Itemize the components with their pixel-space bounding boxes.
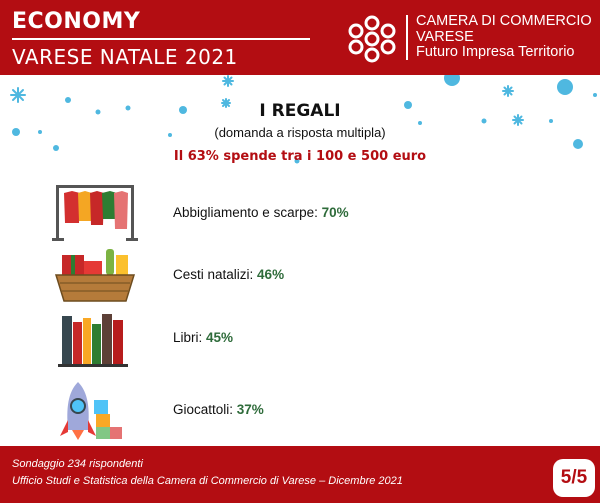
footer-banner: Sondaggio 234 rispondenti Ufficio Studi …: [0, 446, 600, 503]
item-label-toys: Giocattoli: 37%: [173, 402, 264, 417]
header-subtitle: VARESE NATALE 2021: [12, 45, 238, 69]
footer-source: Ufficio Studi e Statistica della Camera …: [12, 475, 403, 487]
org-name: CAMERA DI COMMERCIO VARESE Futuro Impres…: [416, 13, 592, 61]
item-value-books: 45%: [206, 330, 234, 345]
item-label-gift-basket: Cesti natalizi: 46%: [173, 267, 285, 282]
org-line-1: CAMERA DI COMMERCIO: [416, 13, 592, 29]
item-value-toys: 37%: [236, 402, 264, 417]
item-label-clothing: Abbigliamento e scarpe: 70%: [173, 205, 349, 220]
org-divider: [406, 15, 408, 60]
footer-sample-size: Sondaggio 234 rispondenti: [12, 458, 143, 470]
list-item-clothing: Abbigliamento e scarpe: 70%: [0, 183, 600, 243]
gift-basket-icon: [54, 249, 136, 302]
item-label-books: Libri: 45%: [173, 330, 234, 345]
list-item-gift-basket: Cesti natalizi: 46%: [0, 245, 600, 305]
toy-rocket-blocks-icon: [60, 382, 122, 440]
section-title: I REGALI: [259, 101, 341, 121]
section-subtitle: (domanda a risposta multipla): [214, 125, 386, 140]
item-value-gift-basket: 46%: [257, 267, 285, 282]
spending-highlight: Il 63% spende tra i 100 e 500 euro: [173, 149, 427, 164]
clothes-rack-icon: [52, 185, 138, 241]
books-icon: [58, 314, 128, 367]
org-line-2: VARESE: [416, 28, 474, 45]
org-line-3: Futuro Impresa Territorio: [416, 44, 575, 60]
snow-decoration: [10, 75, 597, 164]
header-banner: ECONOMY VARESE NATALE 2021 CAMERA DI COM…: [0, 0, 600, 75]
list-item-toys: Giocattoli: 37%: [0, 380, 600, 440]
page-indicator: 5/5: [553, 459, 595, 497]
item-value-clothing: 70%: [321, 205, 349, 220]
chamber-of-commerce-logo-icon: [348, 15, 396, 63]
header-title: ECONOMY: [12, 9, 141, 34]
list-item-books: Libri: 45%: [0, 308, 600, 368]
header-divider: [12, 38, 310, 40]
